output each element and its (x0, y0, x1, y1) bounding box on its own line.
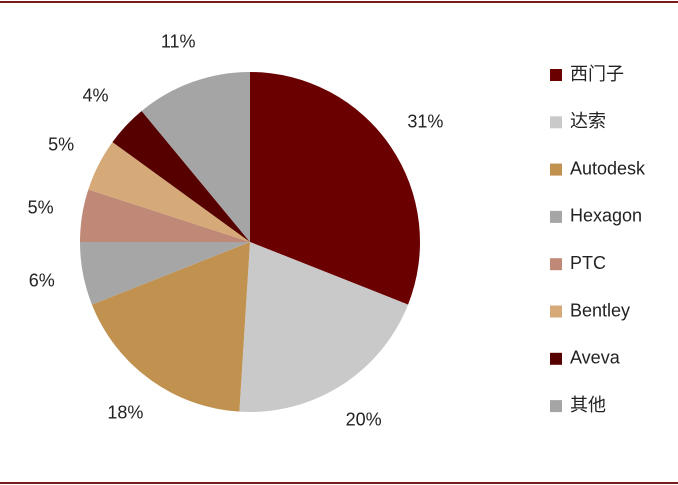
data-label: 4% (82, 86, 108, 106)
pie-slice (112, 111, 251, 242)
legend-label: PTC (570, 253, 606, 273)
data-label: 6% (29, 270, 55, 290)
legend-swatch (550, 305, 562, 318)
data-label: 20% (346, 410, 382, 430)
pie-slice (250, 72, 421, 305)
legend-swatch (550, 69, 562, 81)
data-label: 5% (28, 198, 54, 218)
legend-swatch (550, 116, 562, 129)
pie-slice (88, 142, 250, 242)
legend-swatch (550, 210, 562, 223)
pie-slice (80, 189, 250, 242)
pie-slice (141, 72, 250, 242)
pie-slice (239, 242, 409, 412)
pie-slice (80, 242, 250, 305)
legend-swatch (550, 163, 562, 176)
legend-label: 西门子 (570, 64, 624, 84)
data-label: 11% (161, 31, 196, 51)
legend-label: Aveva (570, 348, 621, 368)
legend-label: 其他 (570, 395, 606, 415)
legend-swatch (550, 400, 562, 413)
pie-slice (91, 242, 251, 412)
legend-swatch (550, 352, 562, 365)
legend-swatch (550, 258, 562, 271)
legend-label: 达索 (570, 111, 606, 131)
data-label: 5% (48, 135, 74, 155)
data-label: 31% (407, 112, 443, 132)
data-label: 18% (107, 402, 143, 422)
legend-label: Hexagon (570, 206, 642, 226)
legend-label: Autodesk (570, 158, 646, 178)
legend-label: Bentley (570, 300, 630, 320)
